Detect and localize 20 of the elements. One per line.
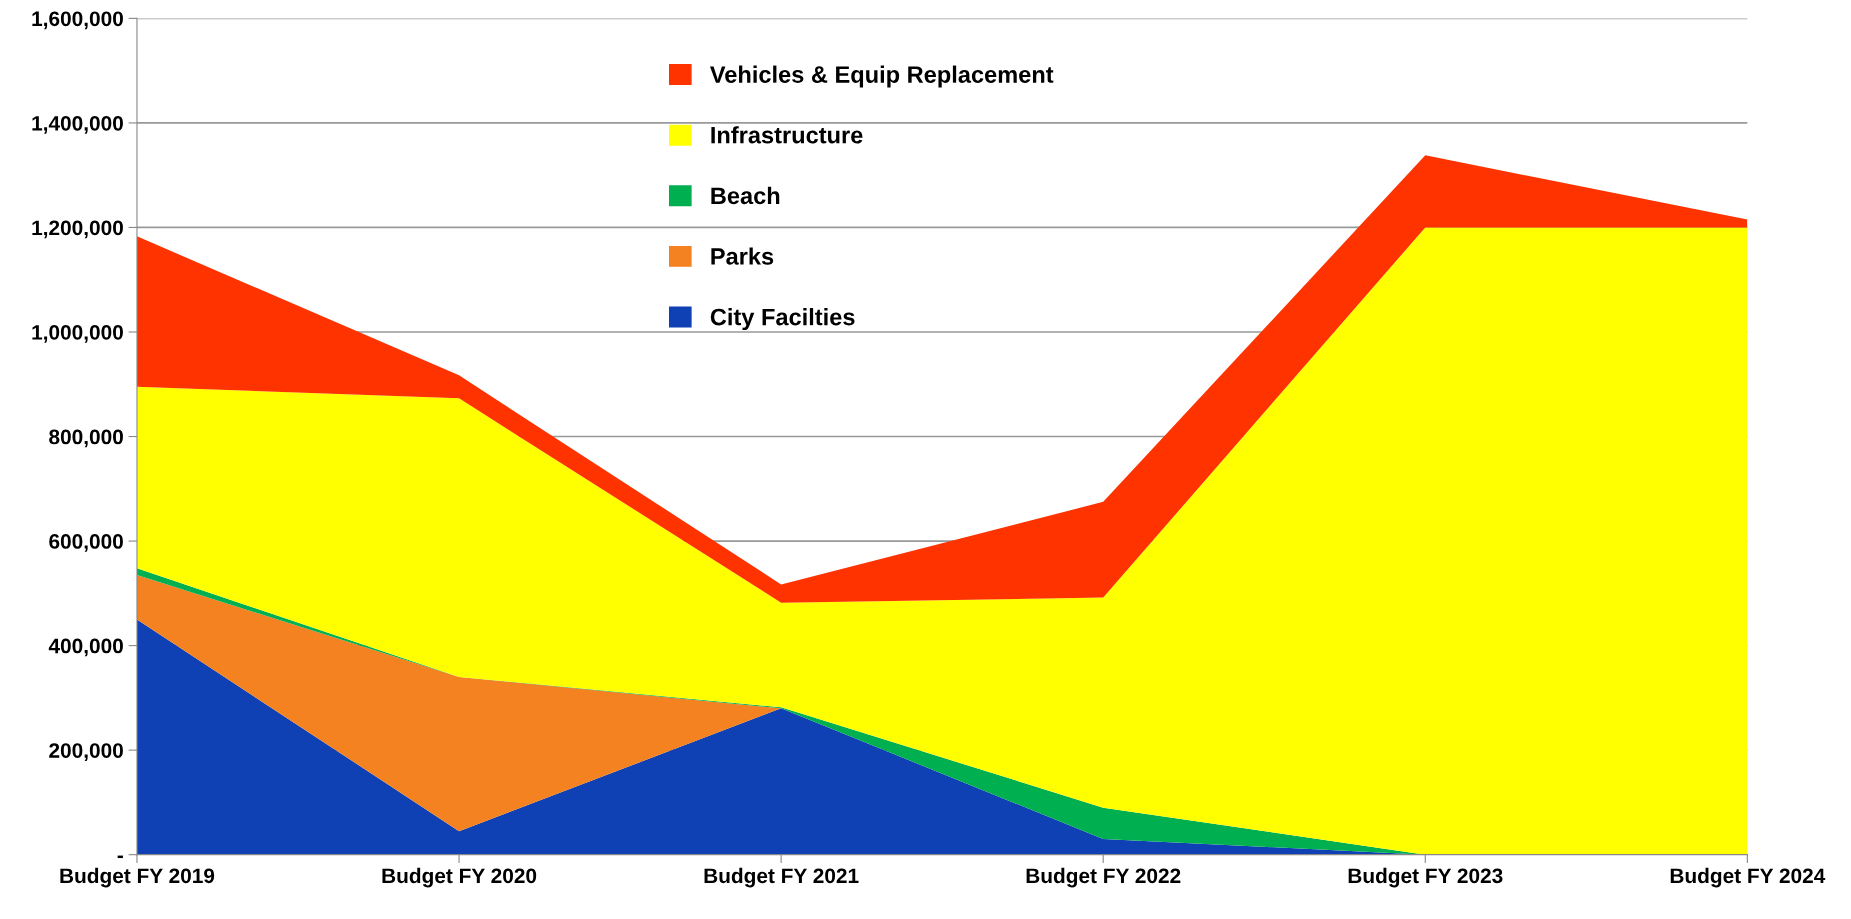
y-tick-label: 400,000 (48, 638, 123, 657)
y-tick-label: 1,000,000 (32, 324, 123, 343)
x-tick-label: Budget FY 2021 (704, 867, 859, 888)
legend-label: City Facilties (710, 308, 855, 331)
y-tick-label: 1,400,000 (32, 115, 123, 134)
y-tick-label: 800,000 (49, 429, 123, 448)
x-tick-label: Budget FY 2019 (60, 867, 215, 888)
x-tick-label: Budget FY 2023 (1348, 867, 1503, 888)
x-tick-label: Budget FY 2020 (382, 867, 537, 888)
y-tick-label: 600,000 (49, 534, 123, 552)
x-tick-label: Budget FY 2022 (1026, 867, 1181, 888)
y-tick-label: - (117, 855, 123, 859)
legend-label: Vehicles & Equip Replacement (709, 65, 1054, 88)
legend-label: Beach (711, 186, 780, 205)
y-tick-label: 1,600,000 (32, 11, 123, 30)
legend-label: Parks (711, 247, 774, 265)
x-tick-label: Budget FY 2024 (1670, 867, 1826, 888)
legend-label: Infrastructure (711, 126, 863, 144)
y-tick-label: 200,000 (49, 743, 123, 761)
y-tick-label: 1,200,000 (32, 220, 123, 239)
